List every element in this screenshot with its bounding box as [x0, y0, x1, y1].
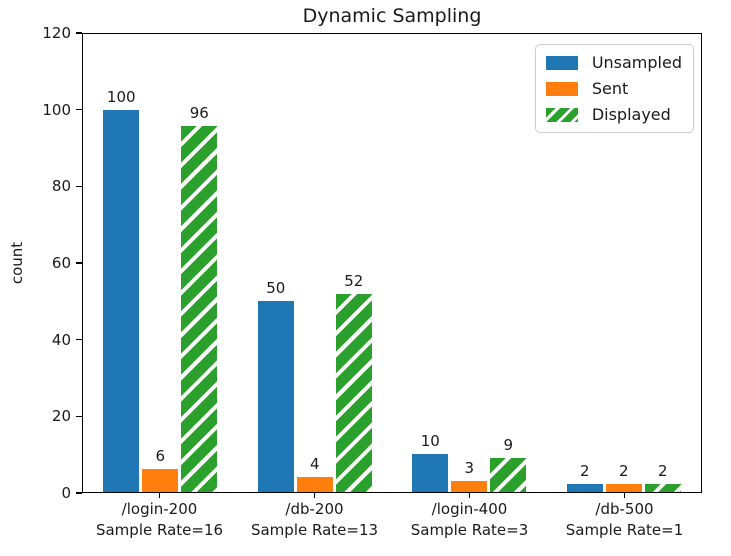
- y-tick-label: 40: [51, 330, 71, 349]
- bar-value-label: 100: [106, 88, 136, 107]
- x-category-sample-rate: Sample Rate=3: [410, 521, 529, 539]
- plot-area: 100 6 96 50 4 52 10 3 9 2 2 2 Unsampled Sent Displa…: [82, 33, 702, 493]
- y-tick-label: 120: [42, 24, 71, 42]
- y-tick-label: 100: [42, 100, 71, 119]
- x-category-sample-rate: Sample Rate=16: [95, 521, 224, 539]
- legend-item-sent: Sent: [545, 79, 682, 98]
- bar-value-label: 6: [155, 447, 166, 466]
- y-tick-mark: [76, 108, 82, 111]
- bar-value-label: 2: [579, 462, 590, 481]
- chart-title: Dynamic Sampling: [302, 5, 482, 27]
- y-tick-label: 60: [51, 254, 71, 272]
- y-tick: 120: [42, 24, 82, 42]
- bar-value-label: 4: [309, 454, 320, 473]
- bar-displayed: 9: [490, 436, 527, 492]
- y-tick-mark: [76, 415, 82, 418]
- bar-value-label: 3: [464, 458, 475, 477]
- legend-item-displayed: Displayed: [545, 105, 682, 124]
- x-category: /db-200 Sample Rate=13: [237, 493, 392, 540]
- legend-label: Displayed: [591, 105, 671, 124]
- y-tick: 60: [52, 254, 82, 272]
- x-tick-mark: [623, 493, 626, 498]
- bar-group: 50 4 52: [238, 34, 393, 492]
- x-category-name: /login-200: [121, 500, 198, 518]
- x-tick-mark: [313, 493, 316, 498]
- bar-displayed: 96: [181, 104, 218, 492]
- bar-value-label: 2: [618, 462, 629, 481]
- x-category-name: /login-400: [431, 500, 508, 518]
- y-tick-mark: [76, 32, 82, 34]
- x-category-sample-rate: Sample Rate=13: [250, 521, 379, 539]
- bar-value-label: 10: [420, 431, 440, 450]
- bar-value-label: 96: [189, 103, 209, 122]
- y-tick: 100: [42, 101, 82, 119]
- bar-sent: 3: [451, 459, 488, 492]
- unsampled-swatch: [545, 55, 578, 70]
- bar-unsampled: 2: [566, 462, 603, 492]
- sent-swatch: [545, 81, 578, 96]
- legend: Unsampled Sent Displayed: [534, 44, 694, 133]
- x-category-sample-rate: Sample Rate=1: [565, 521, 684, 539]
- bar-value-label: 52: [344, 271, 364, 290]
- y-tick: 0: [61, 484, 82, 502]
- bar-sent: 2: [605, 462, 642, 492]
- y-tick-label: 20: [51, 407, 71, 426]
- y-axis: 0 20 40 60 80 100 120: [0, 24, 82, 502]
- y-tick-label: 80: [51, 177, 71, 196]
- x-category: /db-500 Sample Rate=1: [547, 493, 702, 540]
- bar-displayed: 2: [644, 462, 681, 492]
- y-tick-mark: [76, 338, 82, 341]
- bar-unsampled: 50: [257, 279, 294, 492]
- x-category: /login-400 Sample Rate=3: [392, 493, 547, 540]
- bar-group: 2 2 2: [547, 34, 702, 492]
- bar-group: 10 3 9: [392, 34, 547, 492]
- displayed-swatch: [545, 107, 578, 122]
- legend-label: Unsampled: [591, 53, 682, 72]
- y-tick-mark: [76, 185, 82, 188]
- y-tick: 20: [52, 407, 82, 425]
- bar-sent: 4: [296, 455, 333, 492]
- y-tick-mark: [76, 262, 82, 264]
- bar-sent: 6: [142, 447, 179, 492]
- x-category: /login-200 Sample Rate=16: [82, 493, 237, 540]
- y-tick-label: 0: [61, 484, 71, 502]
- bar-unsampled: 100: [103, 88, 140, 492]
- legend-item-unsampled: Unsampled: [545, 53, 682, 72]
- bar-value-label: 50: [266, 279, 286, 298]
- x-axis: /login-200 Sample Rate=16/db-200 Sample Ra…: [82, 493, 702, 540]
- bar-value-label: 2: [657, 462, 668, 481]
- x-category-name: /db-200: [285, 500, 344, 518]
- bar-unsampled: 10: [412, 432, 449, 492]
- x-tick-mark: [158, 493, 161, 498]
- y-tick: 40: [52, 331, 82, 349]
- bar-displayed: 52: [335, 272, 372, 492]
- legend-label: Sent: [591, 79, 629, 98]
- x-tick-mark: [468, 493, 471, 498]
- bar-value-label: 9: [503, 435, 514, 454]
- bar-groups: 100 6 96 50 4 52 10 3 9 2 2 2: [83, 34, 701, 492]
- y-tick-mark: [76, 492, 82, 494]
- bar-group: 100 6 96: [83, 34, 238, 492]
- y-tick: 80: [52, 177, 82, 195]
- x-category-name: /db-500: [595, 500, 654, 518]
